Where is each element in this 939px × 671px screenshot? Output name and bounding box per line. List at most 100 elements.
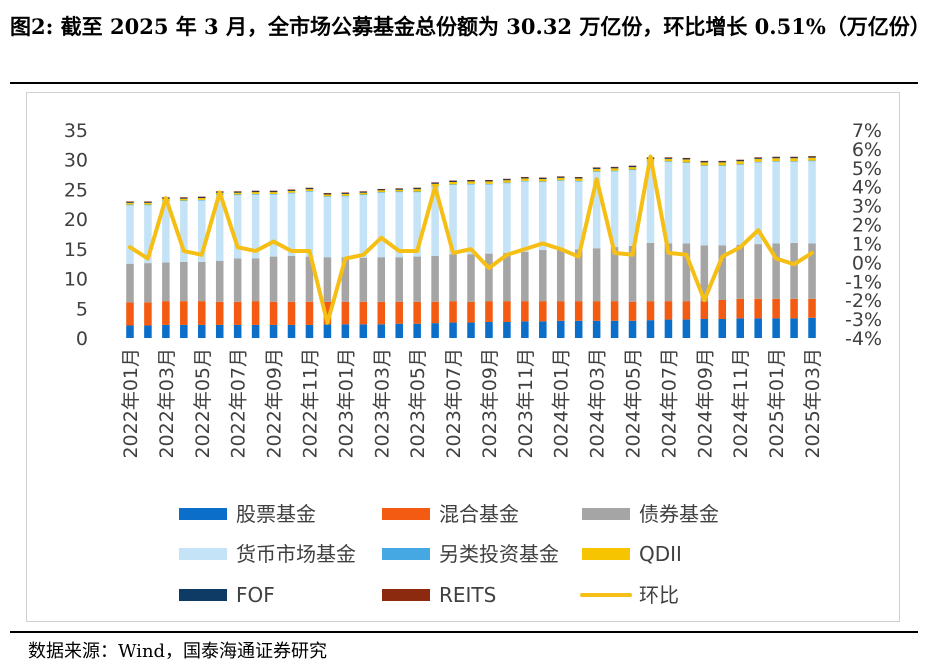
bar-segment: [126, 201, 134, 203]
bar-segment: [556, 176, 565, 178]
legend-swatch: [382, 548, 430, 560]
bar-segment: [269, 193, 278, 195]
bar-segment: [126, 263, 134, 303]
bar-segment: [431, 182, 439, 184]
bar-segment: [682, 243, 691, 302]
y-right-tick: 1%: [852, 233, 882, 255]
bar-segment: [305, 301, 314, 325]
bar-segment: [431, 255, 439, 302]
bar-segment: [772, 158, 780, 162]
bar-segment: [198, 198, 206, 200]
bar-segment: [180, 197, 188, 198]
bar-segment: [233, 258, 242, 302]
bar-segment: [198, 196, 206, 199]
x-tick-label: 2024年05月: [623, 348, 645, 459]
bar-segment: [323, 194, 332, 197]
bar-segment: [467, 183, 475, 185]
bar-segment: [700, 245, 709, 302]
bar-segment: [754, 157, 762, 159]
bar-segment: [341, 192, 350, 194]
bar-segment: [539, 250, 547, 302]
bar-segment: [377, 257, 386, 302]
bar-segment: [808, 160, 816, 244]
bar-segment: [467, 179, 475, 181]
y-left-tick: 30: [64, 150, 88, 172]
bar-segment: [287, 301, 296, 325]
bar-segment: [556, 249, 565, 302]
bar-segment: [592, 168, 601, 172]
bar-segment: [664, 301, 673, 320]
bar-segment: [449, 322, 457, 338]
left-axis: 0 5 10 15 20 25 30 35: [64, 120, 88, 350]
bar-segment: [126, 204, 134, 206]
bar-segment: [233, 324, 242, 338]
x-tick-label: 2025年01月: [766, 348, 788, 459]
bar-segment: [323, 193, 332, 195]
bar-segment: [556, 301, 565, 321]
bar-segment: [664, 243, 673, 302]
bar-segment: [467, 184, 475, 255]
bar-segment: [323, 324, 332, 338]
bar-segment: [539, 179, 547, 182]
bar-segment: [503, 301, 511, 322]
legend-label: FOF: [236, 583, 275, 607]
bar-segment: [790, 318, 798, 338]
bar-segment: [556, 180, 565, 181]
bar-segment: [628, 169, 637, 246]
bar-segment: [269, 190, 278, 193]
bar-segment: [808, 160, 816, 162]
bar-segment: [449, 301, 457, 323]
bar-segment: [682, 158, 691, 160]
bar-segment: [736, 164, 744, 245]
bar-segment: [126, 202, 134, 205]
y-right-tick: 6%: [852, 139, 882, 161]
y-left-tick: 10: [64, 269, 88, 291]
bar-segment: [269, 324, 278, 338]
figure-title: 图2: 截至 2025 年 3 月，全市场公募基金总份额为 30.32 万亿份，…: [10, 14, 931, 39]
bar-segment: [521, 177, 529, 179]
bar-segment: [772, 161, 780, 244]
bar-segment: [323, 257, 332, 302]
bar-segment: [628, 167, 637, 170]
mom-line: [127, 154, 815, 325]
bar-segment: [610, 247, 619, 302]
y-left-tick: 25: [64, 179, 88, 201]
x-tick-label: 2024年09月: [694, 348, 716, 459]
bar-segment: [754, 158, 762, 162]
bar-segment: [772, 161, 780, 162]
bar-segment: [144, 201, 152, 203]
bar-segment: [539, 177, 547, 180]
bar-segment: [808, 243, 816, 299]
bar-segment: [413, 191, 421, 257]
bar-segment: [503, 179, 511, 181]
bar-segment: [395, 191, 403, 258]
y-left-tick: 0: [76, 328, 88, 350]
bar-segment: [449, 254, 457, 302]
bar-segment: [359, 192, 368, 195]
bar-segment: [359, 301, 368, 325]
legend-swatch: [382, 508, 430, 520]
bar-segment: [718, 165, 727, 246]
bar-segment: [467, 180, 475, 182]
bar-segment: [359, 194, 368, 196]
bar-segment: [144, 204, 152, 206]
bar-segment: [233, 301, 242, 325]
bar-segment: [305, 256, 314, 302]
bar-segment: [682, 301, 691, 320]
bar-segment: [144, 263, 152, 303]
y-left-tick: 15: [64, 239, 88, 261]
bar-segment: [610, 170, 619, 172]
bar-segment: [754, 244, 762, 299]
bar-segment: [198, 324, 206, 338]
y-right-tick: 0%: [852, 252, 882, 274]
legend-swatch: [582, 548, 630, 560]
bar-segment: [754, 298, 762, 319]
bar-segment: [718, 318, 727, 338]
x-tick-label: 2024年07月: [658, 348, 680, 459]
legend-label: 另类投资基金: [439, 542, 559, 566]
bar-segment: [790, 161, 798, 162]
bar-segment: [449, 184, 457, 255]
bar-segment: [485, 301, 493, 322]
bar-segment: [485, 321, 493, 338]
bar-segment: [269, 301, 278, 325]
